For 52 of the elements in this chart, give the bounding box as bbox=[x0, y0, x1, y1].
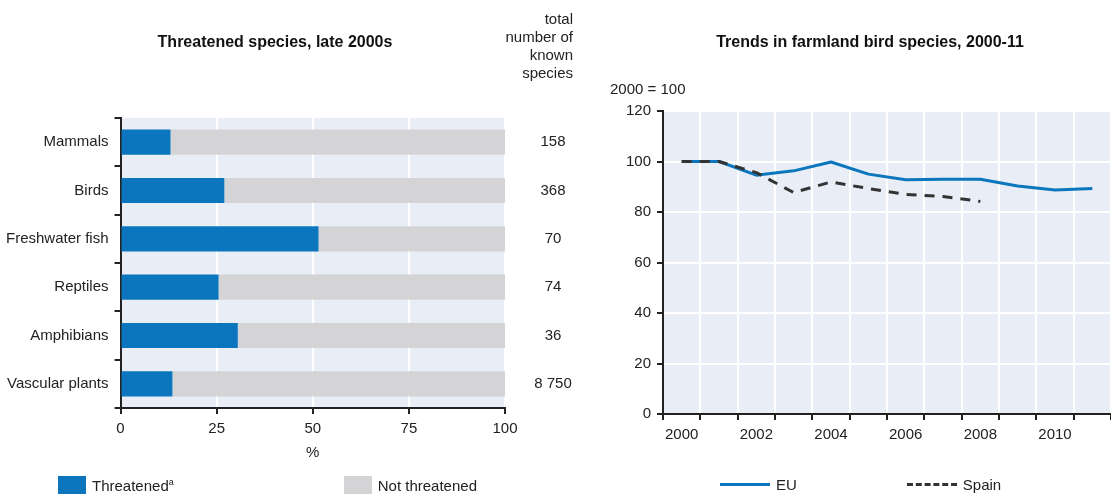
text: total number of known species bbox=[504, 10, 573, 82]
x-tick-label: 25 bbox=[208, 419, 225, 437]
y-tick-label: 60 bbox=[634, 252, 652, 270]
y-tick-label: 20 bbox=[634, 353, 652, 371]
bar bbox=[121, 322, 238, 349]
y-tick-label: 120 bbox=[626, 101, 652, 119]
chart-title: Trends in farmland bird species, 2000-11 bbox=[715, 33, 1025, 51]
x-tick-label: 2000 bbox=[665, 425, 699, 443]
x-tick-label: 2008 bbox=[963, 425, 998, 443]
x-tick-label: 0 bbox=[116, 419, 125, 437]
chart-title: Threatened species, late 2000s bbox=[157, 33, 393, 50]
text: 74 bbox=[544, 277, 562, 295]
x-tick-label: 50 bbox=[304, 419, 322, 437]
text: 70 bbox=[544, 228, 562, 246]
bar bbox=[121, 226, 319, 252]
bar bbox=[172, 371, 505, 397]
y-tick-label: Mammals bbox=[43, 132, 109, 150]
legend-label: Spain bbox=[962, 476, 1002, 493]
y-tick-label: 0 bbox=[642, 404, 652, 422]
x-tick-label: 2010 bbox=[1038, 425, 1072, 443]
y-tick-label: Reptiles bbox=[54, 277, 109, 295]
x-tick-label: 75 bbox=[400, 419, 418, 437]
text: 158 bbox=[540, 132, 566, 150]
legend-label: Not threatened bbox=[377, 476, 477, 494]
x-tick-label: 2002 bbox=[739, 425, 774, 443]
legend-label: Threatened$^{a}$ bbox=[92, 476, 174, 494]
bar bbox=[121, 274, 219, 300]
text: 368 bbox=[540, 180, 566, 198]
y-tick-label: 40 bbox=[634, 303, 652, 321]
line-series bbox=[680, 160, 982, 203]
y-tick-label: 100 bbox=[626, 151, 652, 169]
bar bbox=[121, 129, 171, 155]
x-tick-label: 2004 bbox=[814, 425, 848, 443]
y-tick-label: 80 bbox=[634, 202, 652, 220]
legend-label: EU bbox=[776, 476, 797, 493]
x-axis-title: % bbox=[306, 443, 320, 461]
y-tick-label: Birds bbox=[74, 180, 109, 198]
x-tick-label: 2006 bbox=[888, 425, 923, 443]
bar bbox=[170, 129, 505, 155]
bar bbox=[318, 226, 505, 252]
text: 36 bbox=[544, 325, 562, 343]
bar bbox=[121, 371, 173, 397]
x-tick-label: 100 bbox=[492, 419, 518, 437]
bar bbox=[224, 177, 505, 204]
bar bbox=[121, 177, 225, 204]
text: 8 750 bbox=[534, 373, 572, 391]
y-axis-title: 2000 = 100 bbox=[610, 80, 686, 97]
bar bbox=[218, 274, 505, 300]
y-tick-label: Vascular plants bbox=[7, 373, 109, 391]
bar bbox=[237, 322, 505, 349]
y-tick-label: Amphibians bbox=[30, 325, 109, 343]
y-tick-label: Freshwater fish bbox=[5, 228, 109, 246]
